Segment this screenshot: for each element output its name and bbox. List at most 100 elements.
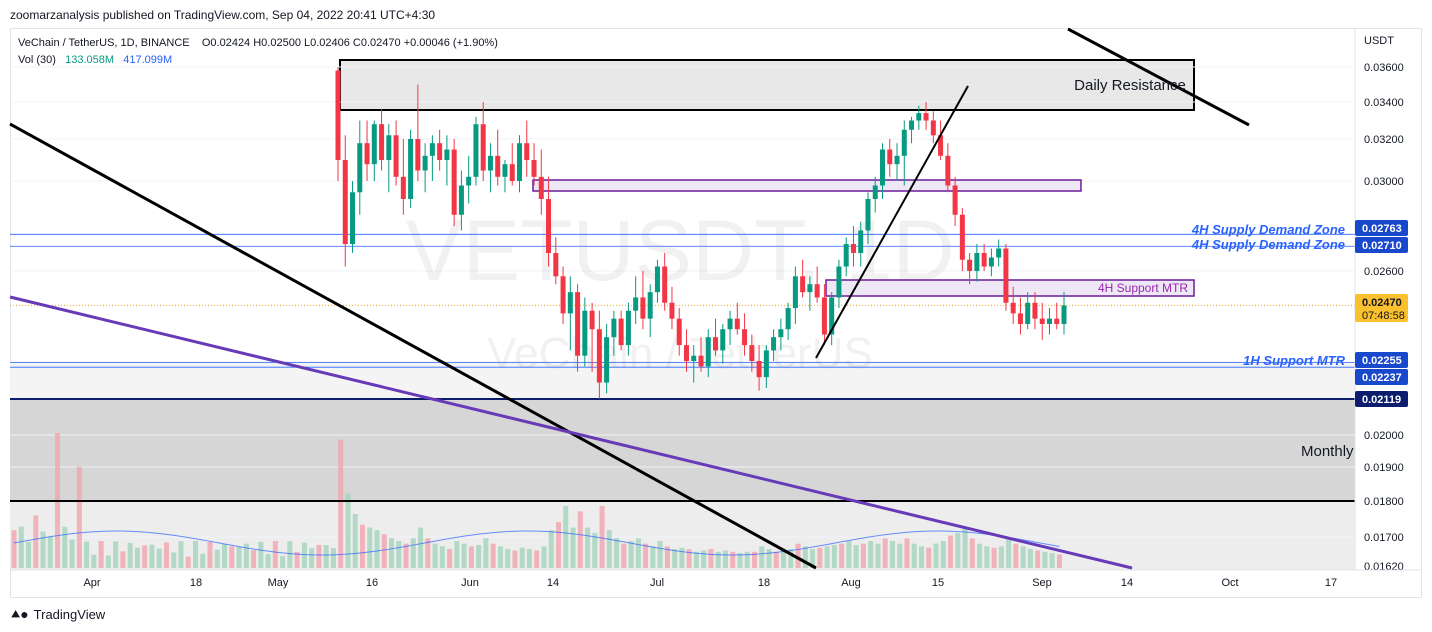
volume-bar bbox=[817, 547, 823, 568]
label-monthly: Monthly bbox=[1301, 443, 1354, 460]
price-scale-currency: USDT bbox=[1364, 35, 1394, 47]
volume-bar bbox=[258, 541, 264, 568]
candle-body bbox=[880, 149, 885, 186]
legend-row-symbol: VeChain / TetherUS, 1D, BINANCE O0.02424… bbox=[18, 35, 498, 52]
volume-bar bbox=[722, 550, 728, 568]
candle-body bbox=[437, 143, 443, 160]
volume-bar bbox=[40, 531, 46, 568]
candle-body bbox=[1039, 318, 1045, 324]
candle-body bbox=[502, 164, 508, 177]
volume-bar bbox=[846, 541, 852, 568]
volume-bar bbox=[1006, 538, 1012, 568]
price-badge-label: 0.02763 bbox=[1362, 223, 1402, 235]
candle-body bbox=[589, 310, 595, 330]
volume-bar bbox=[599, 505, 605, 568]
candle-body bbox=[894, 155, 900, 165]
candle-body bbox=[647, 292, 653, 319]
volume-bar bbox=[534, 550, 540, 568]
volume-bar bbox=[410, 538, 416, 568]
volume-bar bbox=[1020, 546, 1026, 568]
time-tick: 15 bbox=[932, 577, 944, 589]
volume-bar bbox=[831, 545, 837, 568]
volume-bar bbox=[396, 541, 402, 568]
legend-row-volume: Vol (30) 133.058M 417.099M bbox=[18, 52, 498, 69]
volume-bar bbox=[824, 546, 830, 568]
candle-body bbox=[858, 230, 864, 253]
volume-bar bbox=[766, 549, 772, 568]
candle-body bbox=[633, 297, 639, 311]
candle-body bbox=[364, 143, 370, 165]
price-badge bbox=[1355, 352, 1408, 368]
candle-body bbox=[988, 257, 994, 267]
footer-brand[interactable]: TradingView bbox=[33, 607, 106, 622]
volume-bar bbox=[505, 549, 511, 568]
monthly-demand-zone bbox=[10, 399, 1355, 501]
candle-body bbox=[763, 350, 769, 378]
volume-bar bbox=[280, 556, 286, 568]
volume-bar bbox=[882, 538, 888, 568]
volume-bar bbox=[664, 546, 670, 568]
volume-bar bbox=[592, 532, 598, 568]
volume-bar bbox=[163, 542, 169, 568]
label-4h-support-mtr: 4H Support MTR bbox=[1098, 281, 1188, 295]
volume-bar bbox=[105, 555, 111, 568]
time-tick: Jun bbox=[461, 577, 479, 589]
legend-vol-label[interactable]: Vol (30) bbox=[18, 54, 56, 66]
candle-body bbox=[821, 297, 827, 335]
support-mtr-box bbox=[825, 279, 1195, 297]
candle-body bbox=[546, 199, 552, 253]
trendline-ascending bbox=[815, 85, 969, 359]
volume-bar bbox=[904, 538, 910, 568]
volume-bar bbox=[193, 541, 198, 568]
volume-bar bbox=[541, 546, 547, 568]
legend-symbol[interactable]: VeChain / TetherUS, 1D, BINANCE bbox=[18, 37, 190, 49]
volume-bar bbox=[1049, 553, 1055, 568]
volume-bar bbox=[403, 543, 409, 568]
candle-body bbox=[422, 155, 428, 171]
time-tick: May bbox=[268, 577, 289, 589]
volume-bar bbox=[91, 554, 97, 568]
volume-bar bbox=[839, 543, 845, 568]
candle-body bbox=[400, 176, 406, 199]
candle-body bbox=[582, 310, 588, 356]
volume-bar bbox=[781, 550, 787, 568]
candle-body bbox=[524, 143, 530, 160]
candle-body bbox=[1010, 302, 1016, 314]
volume-bar bbox=[178, 541, 184, 568]
candle-body bbox=[357, 143, 363, 193]
label-4h-supply-demand: 4H Supply Demand Zone bbox=[1191, 222, 1345, 237]
candle-body bbox=[1003, 248, 1009, 303]
candle-body bbox=[495, 155, 501, 177]
volume-bar bbox=[1027, 549, 1033, 568]
price-badge-label: 0.02470 bbox=[1362, 297, 1402, 309]
volume-bar bbox=[962, 527, 968, 568]
candle-body bbox=[938, 135, 944, 156]
candle-body bbox=[415, 139, 421, 171]
supply-zone-box bbox=[532, 179, 1082, 192]
volume-bar bbox=[955, 532, 961, 568]
candle-body bbox=[640, 297, 646, 319]
volume-bar bbox=[345, 493, 351, 568]
volume-bar bbox=[490, 543, 496, 568]
candle-body bbox=[662, 266, 668, 303]
candle-body bbox=[1061, 305, 1067, 324]
volume-bar bbox=[556, 522, 561, 568]
volume-bar bbox=[810, 549, 816, 568]
candle-body bbox=[560, 276, 566, 314]
candle-body bbox=[408, 139, 414, 199]
tradingview-logo-icon[interactable]: ⯅● bbox=[10, 606, 29, 622]
volume-bar bbox=[563, 505, 569, 568]
trendline-upper bbox=[1067, 27, 1250, 127]
volume-bar bbox=[301, 542, 307, 568]
time-tick: 14 bbox=[1121, 577, 1133, 589]
label-1h-support-mtr: 1H Support MTR bbox=[1243, 353, 1345, 368]
volume-bar bbox=[897, 543, 903, 568]
candle-body bbox=[480, 124, 486, 171]
price-badge bbox=[1355, 369, 1408, 385]
candle-body bbox=[967, 259, 973, 271]
candle-body bbox=[909, 120, 915, 130]
volume-bar bbox=[948, 535, 954, 568]
price-tick: 0.03000 bbox=[1364, 176, 1404, 188]
volume-bar bbox=[134, 547, 140, 568]
